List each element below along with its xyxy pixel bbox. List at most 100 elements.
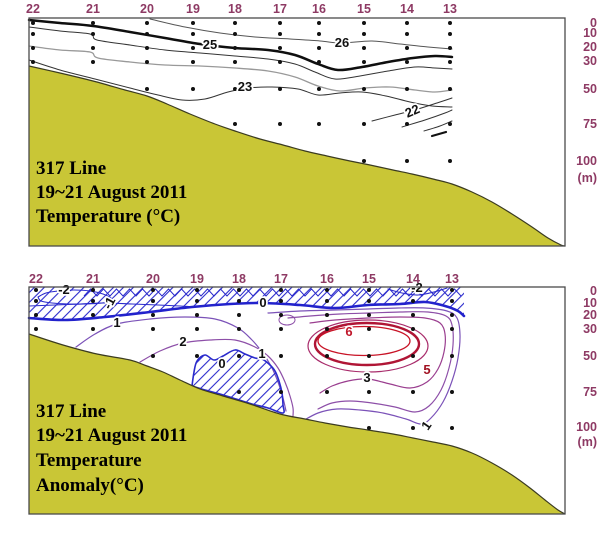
depth-tick-label: 20 bbox=[583, 40, 597, 54]
data-point-dot bbox=[279, 390, 283, 394]
data-point-dot bbox=[448, 21, 452, 25]
contour-line bbox=[387, 287, 448, 296]
data-point-dot bbox=[91, 46, 95, 50]
data-point-dot bbox=[448, 87, 452, 91]
data-point-dot bbox=[411, 426, 415, 430]
data-point-dot bbox=[278, 87, 282, 91]
panel-title-line: 19~21 August 2011 bbox=[36, 425, 187, 446]
data-point-dot bbox=[405, 87, 409, 91]
station-label: 20 bbox=[140, 2, 154, 16]
data-point-dot bbox=[195, 313, 199, 317]
depth-tick-label: 100 bbox=[576, 154, 597, 168]
data-point-dot bbox=[151, 327, 155, 331]
data-point-dot bbox=[278, 32, 282, 36]
data-point-dot bbox=[191, 60, 195, 64]
data-point-dot bbox=[34, 313, 38, 317]
data-point-dot bbox=[325, 313, 329, 317]
contour-line bbox=[28, 302, 197, 308]
data-point-dot bbox=[145, 21, 149, 25]
depth-tick-label: 50 bbox=[583, 349, 597, 363]
data-point-dot bbox=[279, 299, 283, 303]
data-point-dot bbox=[237, 327, 241, 331]
data-point-dot bbox=[31, 32, 35, 36]
data-point-dot bbox=[450, 354, 454, 358]
contour-line bbox=[401, 109, 453, 128]
data-point-dot bbox=[411, 313, 415, 317]
contour-line bbox=[28, 45, 453, 93]
station-label: 18 bbox=[228, 2, 242, 16]
data-point-dot bbox=[191, 21, 195, 25]
contour-label: 2 bbox=[179, 334, 186, 349]
data-point-dot bbox=[34, 288, 38, 292]
depth-tick-label: (m) bbox=[578, 171, 597, 185]
station-label: 19 bbox=[186, 2, 200, 16]
contour-label: 1 bbox=[113, 315, 120, 330]
data-point-dot bbox=[237, 354, 241, 358]
contour-line bbox=[267, 307, 461, 425]
contour-loop bbox=[307, 319, 429, 373]
station-label: 16 bbox=[312, 2, 326, 16]
data-point-dot bbox=[279, 327, 283, 331]
data-point-dot bbox=[233, 60, 237, 64]
contour-line bbox=[139, 338, 294, 417]
data-point-dot bbox=[191, 46, 195, 50]
data-point-dot bbox=[450, 288, 454, 292]
seafloor-outline bbox=[28, 333, 566, 515]
data-point-dot bbox=[325, 354, 329, 358]
data-point-dot bbox=[278, 21, 282, 25]
data-point-dot bbox=[151, 299, 155, 303]
panel-frame bbox=[28, 286, 566, 515]
contour-line bbox=[430, 130, 448, 138]
data-point-dot bbox=[237, 299, 241, 303]
depth-tick-label: 0 bbox=[590, 284, 597, 298]
contour-label: 3 bbox=[363, 370, 370, 385]
data-point-dot bbox=[145, 87, 149, 91]
data-point-dot bbox=[195, 354, 199, 358]
contour-label: 25 bbox=[203, 37, 217, 52]
data-point-dot bbox=[367, 354, 371, 358]
data-point-dot bbox=[317, 87, 321, 91]
depth-tick-label: 75 bbox=[583, 117, 597, 131]
station-label: 21 bbox=[86, 2, 100, 16]
data-point-dot bbox=[151, 288, 155, 292]
data-point-dot bbox=[325, 299, 329, 303]
data-point-dot bbox=[450, 299, 454, 303]
data-point-dot bbox=[191, 32, 195, 36]
contour-line bbox=[371, 97, 453, 122]
contour-line bbox=[28, 59, 453, 108]
station-label: 20 bbox=[146, 272, 160, 286]
depth-tick-label: 20 bbox=[583, 308, 597, 322]
data-point-dot bbox=[317, 21, 321, 25]
data-point-dot bbox=[362, 87, 366, 91]
data-point-dot bbox=[411, 299, 415, 303]
data-point-dot bbox=[405, 122, 409, 126]
data-point-dot bbox=[278, 122, 282, 126]
data-point-dot bbox=[362, 122, 366, 126]
depth-tick-label: 75 bbox=[583, 385, 597, 399]
data-point-dot bbox=[450, 313, 454, 317]
data-point-dot bbox=[450, 390, 454, 394]
contour-loop bbox=[317, 325, 411, 357]
data-point-dot bbox=[317, 60, 321, 64]
data-point-dot bbox=[91, 288, 95, 292]
data-point-dot bbox=[405, 46, 409, 50]
station-label: 17 bbox=[273, 2, 287, 16]
data-point-dot bbox=[448, 159, 452, 163]
data-point-dot bbox=[233, 87, 237, 91]
data-point-dot bbox=[279, 288, 283, 292]
station-label: 14 bbox=[400, 2, 414, 16]
data-point-dot bbox=[317, 122, 321, 126]
data-point-dot bbox=[31, 46, 35, 50]
depth-tick-label: 30 bbox=[583, 322, 597, 336]
data-point-dot bbox=[325, 327, 329, 331]
panel-title-line: 19~21 August 2011 bbox=[36, 182, 187, 203]
contour-line bbox=[27, 18, 454, 72]
station-label: 22 bbox=[26, 2, 40, 16]
depth-tick-label: 10 bbox=[583, 26, 597, 40]
contour-label: 1 bbox=[258, 346, 265, 361]
depth-tick-label: (m) bbox=[578, 435, 597, 449]
data-point-dot bbox=[145, 60, 149, 64]
contour-line bbox=[37, 289, 114, 305]
